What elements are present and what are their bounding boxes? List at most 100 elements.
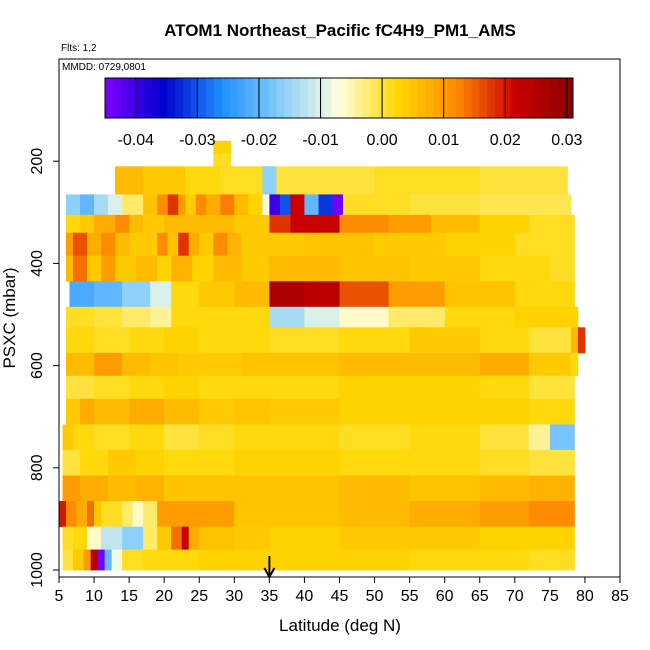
heatmap-cell <box>241 255 270 282</box>
heatmap-cell <box>514 306 579 328</box>
colorbar-tick-label: -0.02 <box>241 132 278 149</box>
flights-label: Flts: 1,2 <box>61 43 97 54</box>
heatmap-cell <box>108 194 123 216</box>
heatmap-cell <box>185 166 221 195</box>
colorbar-swatch <box>495 78 504 118</box>
colorbar-swatch <box>510 78 519 118</box>
colorbar-swatch <box>549 78 558 118</box>
heatmap-cell <box>178 194 186 216</box>
colorbar-swatch <box>245 78 254 118</box>
heatmap-cell <box>199 232 214 257</box>
heatmap-cell <box>195 194 207 216</box>
heatmap-cell <box>80 398 95 425</box>
heatmap-cell <box>164 398 200 425</box>
y-tick-label: 800 <box>29 454 46 481</box>
x-tick-label: 85 <box>611 588 629 605</box>
heatmap-cell <box>157 232 169 257</box>
heatmap-cell <box>136 475 165 502</box>
heatmap-cell <box>87 526 102 550</box>
heatmap-cell <box>479 166 568 195</box>
heatmap-cell <box>199 475 235 502</box>
heatmap-cell <box>62 549 74 571</box>
heatmap-cell <box>339 352 410 377</box>
heatmap-cell <box>269 424 340 451</box>
x-tick-label: 5 <box>55 588 64 605</box>
heatmap-cell <box>157 501 165 527</box>
heatmap-cell <box>339 398 410 425</box>
heatmap-cell <box>164 327 200 354</box>
heatmap-cell <box>150 306 172 328</box>
heatmap-cell <box>181 526 190 550</box>
colorbar-swatch <box>229 78 238 118</box>
heatmap-cell <box>62 526 74 550</box>
heatmap-cell <box>234 424 270 451</box>
heatmap-cell <box>66 327 95 354</box>
colorbar-swatch <box>183 78 192 118</box>
heatmap-cell <box>199 306 270 328</box>
heatmap-cell <box>192 255 214 282</box>
colorbar-swatch <box>159 78 168 118</box>
heatmap-cell <box>339 255 410 282</box>
heatmap-cell <box>234 501 270 527</box>
heatmap-cell <box>171 306 200 328</box>
heatmap-cell <box>570 327 579 354</box>
colorbar-swatch <box>190 78 199 118</box>
colorbar-swatch <box>370 78 379 118</box>
heatmap-cell <box>66 232 74 257</box>
heatmap-cell <box>157 194 169 216</box>
colorbar-swatch <box>487 78 496 118</box>
heatmap-cell <box>479 194 572 216</box>
heatmap-cell <box>343 194 410 216</box>
heatmap-cell <box>479 475 530 502</box>
heatmap-cell <box>479 255 551 282</box>
heatmap-cell <box>66 501 77 527</box>
heatmap-cell <box>80 214 95 234</box>
heatmap-cell <box>528 214 575 234</box>
date-label: MMDD: 0729,0801 <box>62 62 146 73</box>
heatmap-cell <box>62 449 81 476</box>
heatmap-cell <box>269 449 340 476</box>
marker-arrow-head <box>263 567 276 580</box>
heatmap-cell <box>94 214 116 234</box>
heatmap-cell <box>409 375 481 400</box>
heatmap-cell <box>76 501 88 527</box>
heatmap-cell <box>143 501 158 527</box>
heatmap-cell <box>514 232 575 257</box>
heatmap-cell <box>171 526 183 550</box>
colorbar-tick-label: 0.01 <box>428 132 459 149</box>
heatmap-cell <box>339 306 389 328</box>
heatmap-cell <box>409 424 481 451</box>
heatmap-cell <box>269 549 340 571</box>
heatmap-cell <box>178 232 190 257</box>
colorbar-swatch <box>448 78 457 118</box>
x-tick-label: 55 <box>401 588 419 605</box>
colorbar-swatch <box>385 78 394 118</box>
x-tick-label: 30 <box>225 588 243 605</box>
latitude-marker-arrow <box>263 556 276 580</box>
heatmap-cell <box>332 194 344 216</box>
heatmap-cell <box>234 449 270 476</box>
heatmap-cell <box>164 449 200 476</box>
colorbar-swatch <box>354 78 363 118</box>
heatmap-cell <box>101 501 123 527</box>
heatmap-cell <box>66 194 81 216</box>
heatmap-cell <box>80 449 109 476</box>
heatmap-cell <box>164 424 200 451</box>
heatmap-cell <box>528 398 575 425</box>
heatmap-cell <box>199 327 235 354</box>
x-tick-label: 40 <box>296 588 314 605</box>
colorbar-swatch <box>565 78 574 118</box>
heatmap-cell <box>122 549 144 571</box>
heatmap-cell <box>276 166 375 195</box>
heatmap-cell <box>199 449 235 476</box>
chart-title: ATOM1 Northeast_Pacific fC4H9_PM1_AMS <box>164 21 516 40</box>
heatmap-cell <box>241 232 270 257</box>
heatmap-cell <box>66 352 95 377</box>
heatmap-cell <box>101 255 116 282</box>
heatmap-cell <box>66 398 81 425</box>
heatmap-cell <box>339 501 410 527</box>
heatmap-cell <box>129 375 165 400</box>
heatmap-cell <box>262 166 277 195</box>
x-tick-label: 15 <box>120 588 138 605</box>
colorbar-swatch <box>167 78 176 118</box>
